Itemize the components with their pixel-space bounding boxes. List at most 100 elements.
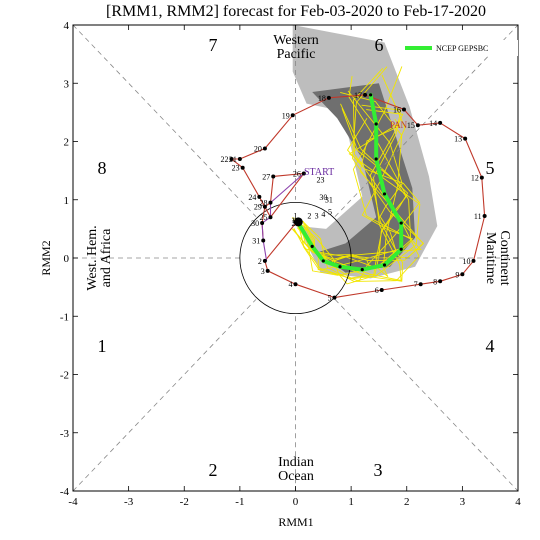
observed-day-label: 2 (258, 257, 262, 266)
observed-day-label: 27 (262, 172, 270, 181)
x-tick-label: 2 (404, 496, 410, 508)
phase-number-6: 6 (375, 35, 384, 55)
observed-point (293, 282, 298, 287)
region-left-line2: and Africa (99, 228, 114, 287)
region-top-line1: Western (273, 33, 319, 48)
forecast-day-label: 31 (325, 196, 333, 205)
y-tick-label: 3 (64, 78, 70, 90)
observed-day-label: 17 (354, 91, 362, 100)
ensemble-mean-point (310, 244, 314, 248)
observed-day-label: 3 (261, 267, 265, 276)
observed-point (438, 279, 443, 284)
observed-point (229, 156, 234, 161)
observed-point (268, 215, 273, 220)
phase-number-3: 3 (374, 460, 383, 480)
ensemble-member-line (302, 90, 403, 276)
observed-day-label: 28 (259, 199, 267, 208)
observed-point (260, 221, 265, 226)
observed-point (460, 272, 465, 277)
observed-day-label: 20 (254, 144, 262, 153)
observed-point (479, 175, 484, 180)
region-top-line2: Pacific (277, 47, 316, 62)
x-tick-label: -4 (68, 496, 78, 508)
forecast-day-label: 26 (292, 219, 300, 228)
ensemble-mean-point (399, 247, 403, 251)
forecast-day-label: 3 (315, 211, 319, 220)
y-tick-label: 1 (64, 195, 70, 207)
observed-point (326, 95, 331, 100)
y-tick-label: -2 (60, 370, 69, 382)
observed-point (262, 258, 267, 263)
observed-point (438, 120, 443, 125)
ensemble-mean-point (382, 263, 387, 267)
observed-day-label: 11 (474, 212, 482, 221)
observed-day-label: 8 (433, 277, 437, 286)
ensemble-member-line (301, 118, 420, 282)
observed-day-label: 5 (327, 294, 331, 303)
observed-day-label: 7 (414, 280, 418, 289)
ensemble-mean-point (338, 265, 342, 269)
observed-point (240, 165, 245, 170)
observed-day-label: 18 (318, 94, 326, 103)
observed-point (262, 204, 267, 209)
observed-point (401, 107, 406, 112)
observed-point (261, 238, 266, 243)
pan-label: PAN (390, 120, 408, 130)
observed-day-label: 30 (251, 219, 259, 228)
forecast-day-label: 2 (307, 211, 311, 220)
observed-day-label: 31 (252, 237, 260, 246)
observed-point (332, 295, 337, 300)
x-tick-label: 0 (293, 496, 299, 508)
ensemble-mean (293, 92, 404, 272)
observed-day-label: 13 (454, 135, 462, 144)
forecast-day-label: 23 (317, 175, 325, 184)
observed-point (363, 92, 368, 97)
y-tick-label: 4 (64, 20, 70, 32)
observed-day-label: 14 (429, 119, 437, 128)
legend-box (400, 40, 518, 56)
phase-number-1: 1 (98, 336, 107, 356)
observed-point (268, 200, 273, 205)
observed-day-label: 29 (254, 203, 262, 212)
observed-point (265, 268, 270, 273)
region-bottom-line1: Indian (278, 455, 314, 470)
diagonal-guide (334, 299, 519, 492)
phase-guides (72, 24, 519, 492)
diagonal-guide (334, 24, 519, 217)
x-tick-label: 4 (515, 496, 521, 508)
phase-number-5: 5 (486, 158, 495, 178)
x-tick-label: -1 (235, 496, 244, 508)
region-bottom-line2: Ocean (278, 469, 314, 484)
ensemble-mean-point (374, 157, 378, 161)
ensemble-mean-line (296, 92, 404, 272)
observed-day-label: 6 (375, 286, 379, 295)
observed-day-label: 26 (293, 170, 301, 179)
start-marker (293, 217, 303, 227)
observed-point (463, 136, 468, 141)
y-tick-label: 0 (64, 253, 70, 265)
observed-point (415, 123, 420, 128)
observed-day-label: 4 (289, 280, 293, 289)
y-tick-label: -1 (60, 311, 69, 323)
x-axis-label: RMM1 (278, 515, 313, 529)
ensemble-mean-point (374, 122, 378, 126)
observed-day-label: 19 (282, 111, 290, 120)
ensemble-mean-point (321, 259, 325, 263)
start-label: START (304, 167, 334, 178)
observed-point (379, 288, 384, 293)
y-tick-label: -3 (60, 428, 70, 440)
legend: NCEP GEPSBC (400, 40, 518, 56)
observed-day-label: 22 (221, 155, 229, 164)
phase-number-4: 4 (486, 336, 495, 356)
recent-line (261, 173, 305, 261)
observed-day-label: 9 (455, 270, 459, 279)
observed-point (257, 194, 262, 199)
x-tick-label: 3 (460, 496, 466, 508)
ensemble-mean-point (368, 93, 373, 97)
y-tick-label: 2 (64, 137, 70, 149)
y-tick-label: -4 (60, 486, 70, 498)
observed-day-label: 24 (248, 193, 256, 202)
observed-day-label: 23 (232, 164, 240, 173)
forecast-day-label: 1 (294, 211, 298, 220)
